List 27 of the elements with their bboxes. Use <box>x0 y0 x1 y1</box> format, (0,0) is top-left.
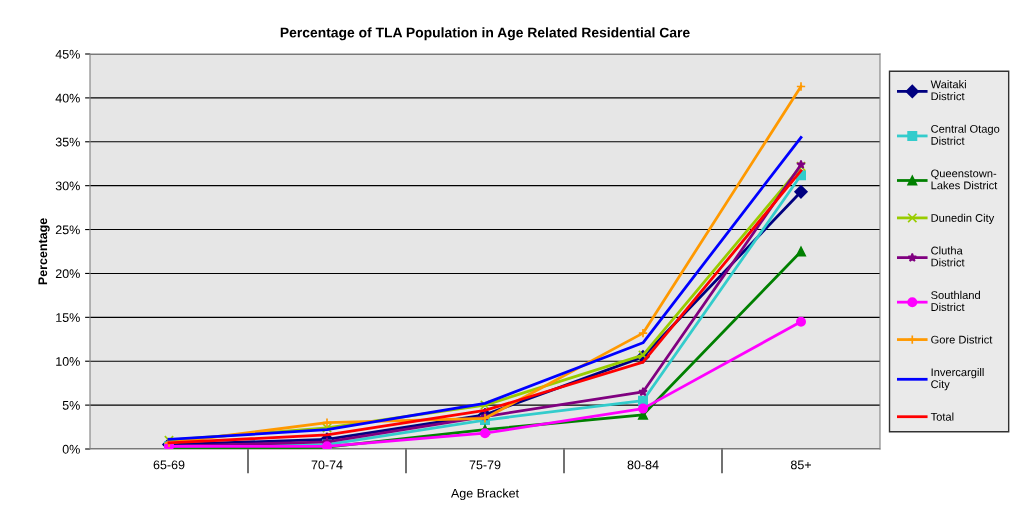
legend-label: Gore District <box>931 335 993 344</box>
legend-label: Total <box>930 412 954 421</box>
y-tick-label: 15% <box>56 313 80 322</box>
y-tick-label: 20% <box>55 269 80 279</box>
y-tick-label: 25% <box>55 225 80 235</box>
legend-label: Invercargill City <box>931 368 984 391</box>
x-tick-label: 80-84 <box>627 460 659 470</box>
legend-label: Waitaki District <box>930 80 966 101</box>
chart-title: Percentage of TLA Population in Age Related Residential Care <box>280 27 690 41</box>
y-tick-label: 10% <box>56 357 80 366</box>
x-tick-label: 85+ <box>790 460 811 470</box>
y-tick-label: 30% <box>55 181 80 191</box>
y-tick-label: 35% <box>55 137 80 147</box>
y-tick-label: 0% <box>62 444 80 454</box>
x-axis-title: Age Bracket <box>450 488 519 501</box>
x-tick-label: 70-74 <box>311 460 343 470</box>
y-axis-title: Percentage <box>38 218 50 285</box>
legend-label: Central Otago District <box>931 124 1000 145</box>
y-tick-label: 40% <box>55 93 80 103</box>
legend-label: Clutha District <box>931 246 965 267</box>
legend-label: Dunedin City <box>931 213 995 225</box>
x-tick-label: 75-79 <box>469 460 501 470</box>
y-tick-label: 45% <box>55 49 80 59</box>
legend-label: Queenstown-Lakes District <box>931 169 998 190</box>
y-tick-label: 5% <box>62 400 80 410</box>
legend-label: Southland District <box>931 290 980 311</box>
x-tick-label: 65-69 <box>153 460 185 470</box>
